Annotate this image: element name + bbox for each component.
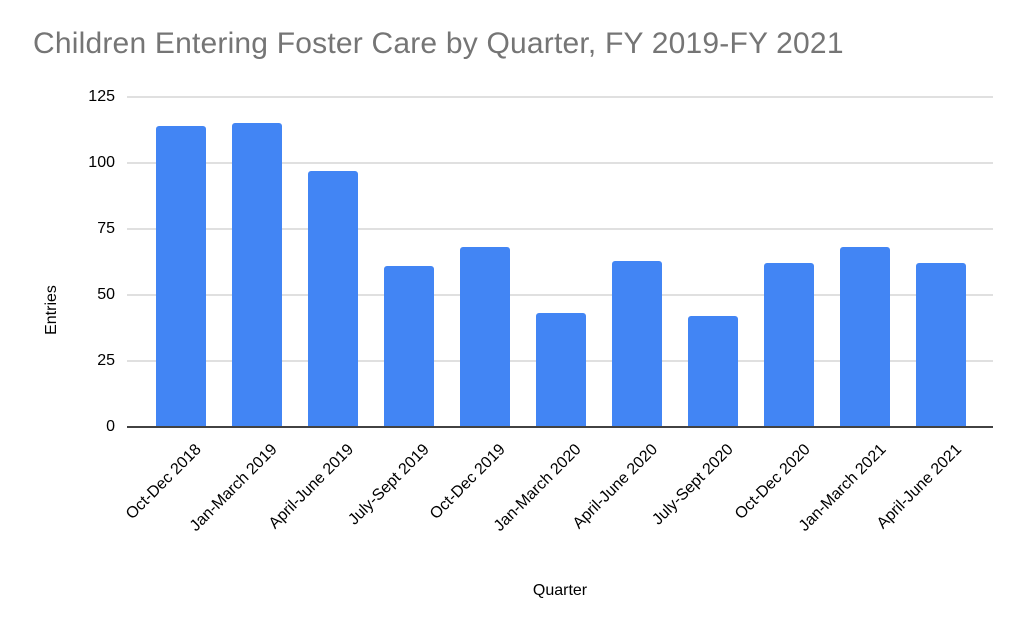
x-tick-label: Oct-Dec 2019 xyxy=(427,441,510,523)
y-tick-label: 50 xyxy=(97,286,115,303)
x-tick-label: Oct-Dec 2018 xyxy=(122,441,205,523)
bar xyxy=(840,247,891,427)
y-tick-label: 125 xyxy=(88,88,115,105)
x-tick-label: July-Sept 2019 xyxy=(345,441,433,529)
bar xyxy=(916,263,967,427)
bar xyxy=(612,261,663,427)
y-tick-label: 75 xyxy=(97,220,115,237)
x-axis-line xyxy=(127,426,993,428)
bar xyxy=(155,126,206,427)
x-tick-label: Oct-Dec 2020 xyxy=(731,441,814,523)
bar xyxy=(688,316,739,427)
bar xyxy=(307,171,358,427)
x-axis-title: Quarter xyxy=(532,582,588,599)
y-tick-label: 100 xyxy=(88,154,115,171)
bar xyxy=(231,123,282,427)
y-tick-label: 25 xyxy=(97,352,115,369)
gridline xyxy=(127,96,993,98)
gridline xyxy=(127,162,993,164)
y-axis-title: Entries xyxy=(43,285,60,335)
chart-title: Children Entering Foster Care by Quarter… xyxy=(33,27,844,60)
gridline xyxy=(127,228,993,230)
y-tick-label: 0 xyxy=(106,418,115,435)
bar xyxy=(764,263,815,427)
x-tick-label: July-Sept 2020 xyxy=(649,441,738,529)
bar xyxy=(383,266,434,427)
bar xyxy=(459,247,510,427)
bar xyxy=(536,313,587,427)
gridline xyxy=(127,294,993,296)
